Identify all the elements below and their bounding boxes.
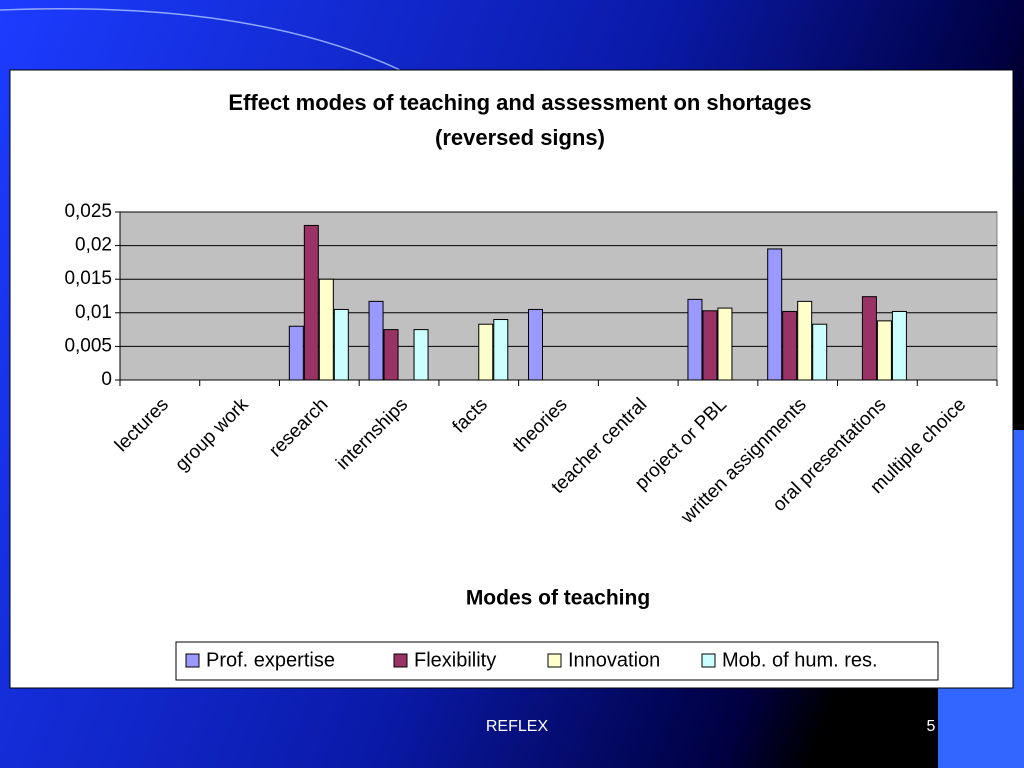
legend-swatch <box>393 653 408 668</box>
bar <box>288 325 304 381</box>
y-tick-label: 0,02 <box>75 235 112 256</box>
legend-label: Flexibility <box>414 649 496 671</box>
decor-curve <box>0 8 401 71</box>
bar <box>717 307 733 381</box>
footer: REFLEX <box>486 718 549 735</box>
legend-swatch <box>185 653 200 668</box>
bar <box>782 310 798 381</box>
y-tick-label: 0,005 <box>64 335 112 356</box>
bar <box>493 319 509 381</box>
legend-swatch <box>547 653 562 668</box>
bar <box>413 329 429 381</box>
bar <box>528 308 543 381</box>
plot-area <box>119 211 998 381</box>
page-number: 5 <box>927 718 936 735</box>
y-tick-label: 0,025 <box>64 201 112 222</box>
y-tick-label: 0,01 <box>75 302 112 323</box>
bar <box>767 248 783 381</box>
bar <box>861 296 877 381</box>
bar <box>812 323 828 381</box>
y-tick-label: 0,015 <box>64 268 112 289</box>
legend-label: Prof. expertise <box>206 649 335 671</box>
y-tick-label: 0 <box>101 369 112 390</box>
bar <box>318 278 334 381</box>
bar <box>303 224 319 381</box>
legend-label: Mob. of hum. res. <box>722 649 878 671</box>
bar <box>368 300 384 381</box>
bar <box>876 320 892 381</box>
x-axis-label: Modes of teaching <box>466 587 650 610</box>
bar <box>687 298 703 381</box>
bar <box>478 323 494 381</box>
bar <box>702 310 718 381</box>
bar <box>383 329 399 381</box>
legend-swatch <box>701 653 716 668</box>
chart-title: Effect modes of teaching and assessment … <box>228 90 811 115</box>
chart-subtitle: (reversed signs) <box>435 125 605 150</box>
legend-label: Innovation <box>568 649 660 671</box>
bar <box>797 300 813 381</box>
bar <box>891 310 907 381</box>
bar <box>333 308 349 381</box>
